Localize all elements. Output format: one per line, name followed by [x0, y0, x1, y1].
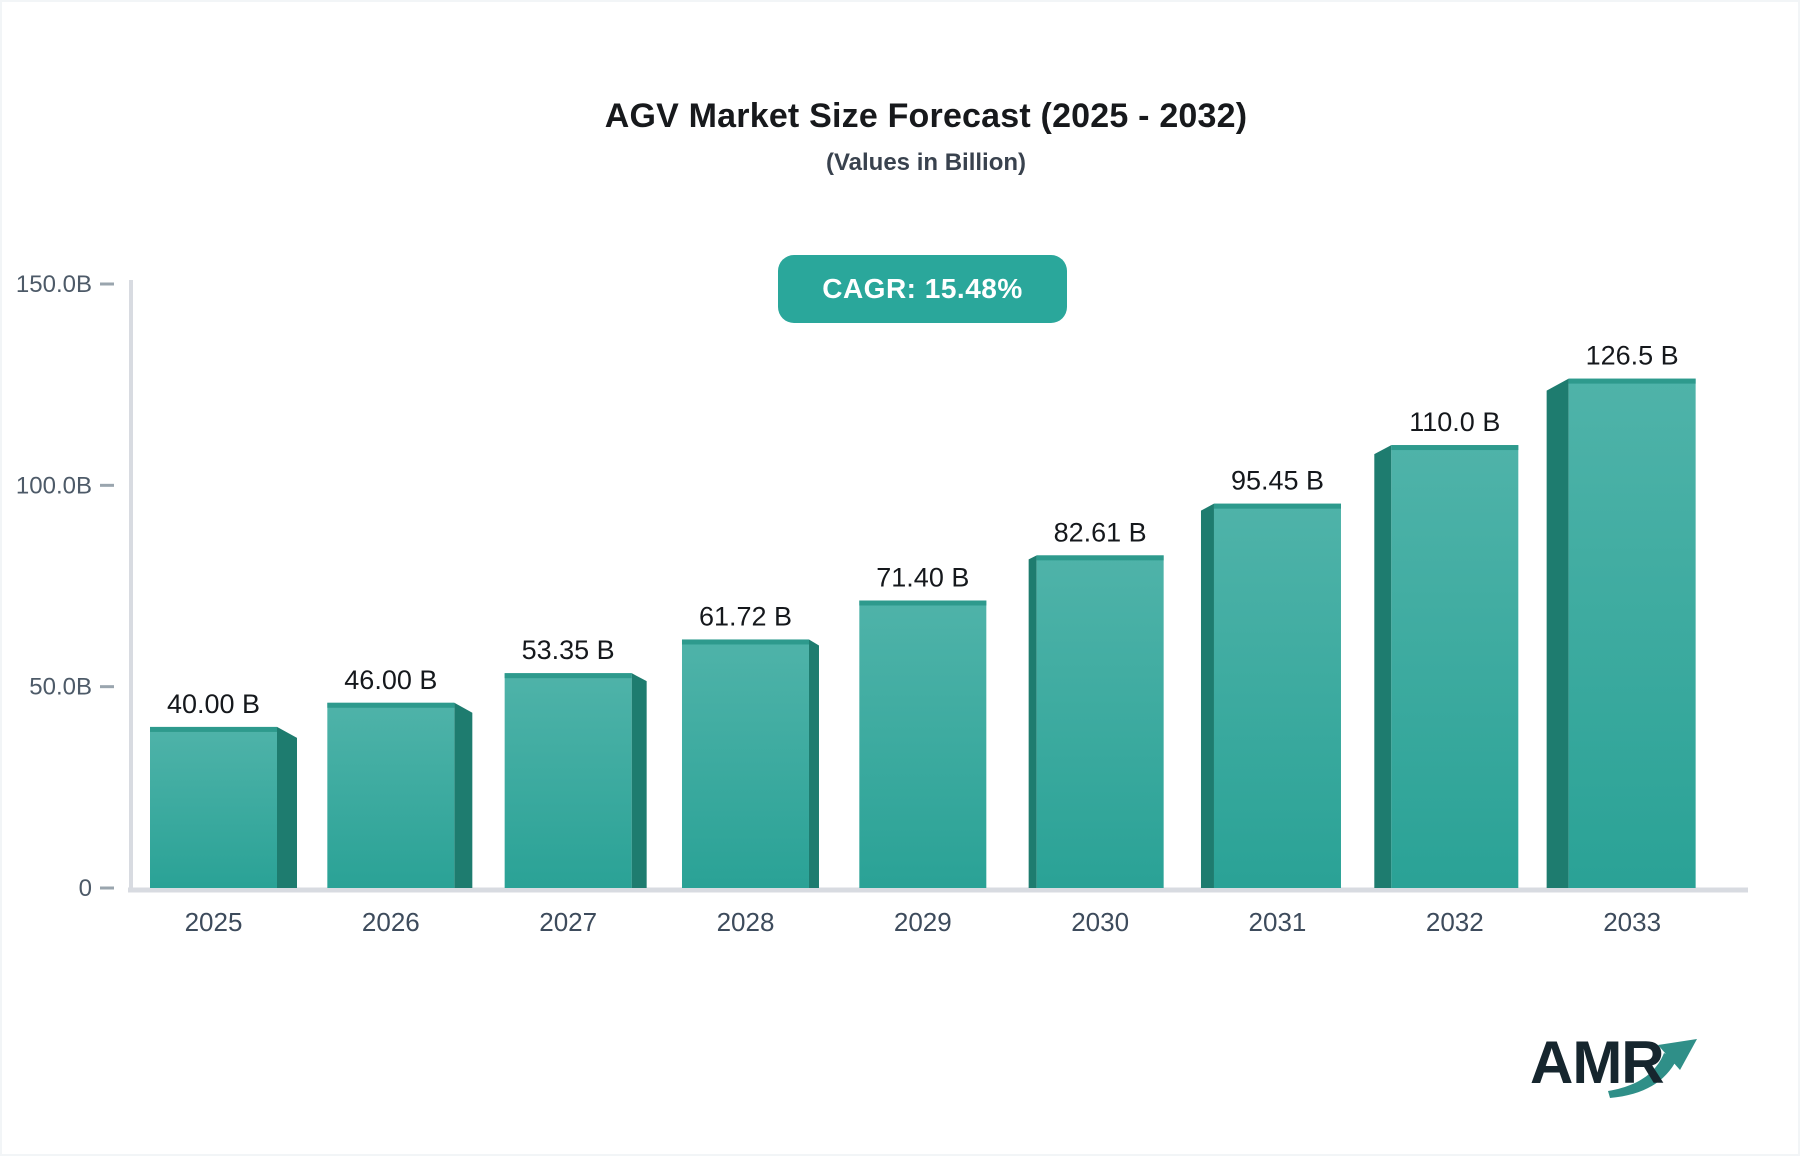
bar-side-2026 [454, 702, 473, 888]
bar-top-edge-2030 [1036, 555, 1164, 561]
x-tick-label-2030: 2030 [1071, 907, 1129, 937]
bar-value-label-2031: 95.45 B [1231, 466, 1324, 496]
bar-top-edge-2028 [681, 639, 809, 645]
bar-side-2025 [277, 726, 297, 888]
x-tick-label-2033: 2033 [1603, 907, 1661, 937]
bar-value-label-2026: 46.00 B [344, 665, 437, 695]
y-tick-label-50: 50.0B [29, 674, 92, 701]
chart-subtitle: (Values in Billion) [825, 149, 1027, 176]
bar-top-edge-2029 [859, 600, 987, 606]
x-tick-label-2032: 2032 [1426, 907, 1484, 937]
bar-2026 [327, 702, 455, 888]
x-tick-label-2028: 2028 [717, 907, 775, 937]
x-tick-label-2025: 2025 [185, 907, 243, 937]
bar-top-edge-2026 [327, 702, 455, 708]
amr-logo: AMR [1520, 1028, 1720, 1118]
bar-2031 [1213, 503, 1341, 888]
bar-2028 [681, 639, 809, 888]
cagr-badge: CAGR: 15.48% [778, 255, 1067, 323]
bar-2032 [1391, 445, 1519, 888]
bar-value-label-2025: 40.00 B [167, 689, 260, 719]
y-tick-label-150: 150.0B [16, 271, 92, 298]
x-tick-label-2026: 2026 [362, 907, 420, 937]
bar-2030 [1036, 555, 1164, 888]
bar-side-2028 [808, 639, 819, 888]
bar-top-edge-2031 [1213, 503, 1341, 509]
bar-top-edge-2032 [1391, 445, 1519, 451]
bar-value-label-2032: 110.0 B [1409, 407, 1500, 437]
bar-side-2033 [1546, 378, 1569, 888]
bar-2033 [1568, 378, 1696, 888]
y-tick-label-0: 0 [79, 875, 92, 902]
bar-value-label-2028: 61.72 B [699, 601, 792, 631]
bar-value-label-2030: 82.61 B [1054, 517, 1147, 547]
x-tick-label-2029: 2029 [894, 907, 952, 937]
bar-value-label-2027: 53.35 B [522, 635, 615, 665]
bar-top-edge-2027 [504, 673, 632, 679]
bar-value-label-2033: 126.5 B [1586, 341, 1679, 371]
logo-text: AMR [1530, 1029, 1665, 1096]
bar-2029 [859, 600, 987, 888]
logo-arrow-icon [1608, 1039, 1697, 1098]
bar-side-2030 [1028, 555, 1037, 888]
x-tick-label-2031: 2031 [1249, 907, 1307, 937]
bar-2027 [504, 673, 632, 888]
chart-title: AGV Market Size Forecast (2025 - 2032) [604, 97, 1248, 135]
bar-top-edge-2033 [1568, 378, 1696, 384]
bar-value-label-2029: 71.40 B [876, 562, 969, 592]
bar-2025 [150, 726, 277, 888]
x-tick-label-2027: 2027 [539, 907, 597, 937]
bar-side-2027 [631, 673, 647, 888]
bar-side-2031 [1200, 503, 1214, 888]
bar-side-2032 [1374, 445, 1392, 888]
y-tick-label-100: 100.0B [16, 472, 92, 499]
bar-top-edge-2025 [150, 726, 277, 732]
